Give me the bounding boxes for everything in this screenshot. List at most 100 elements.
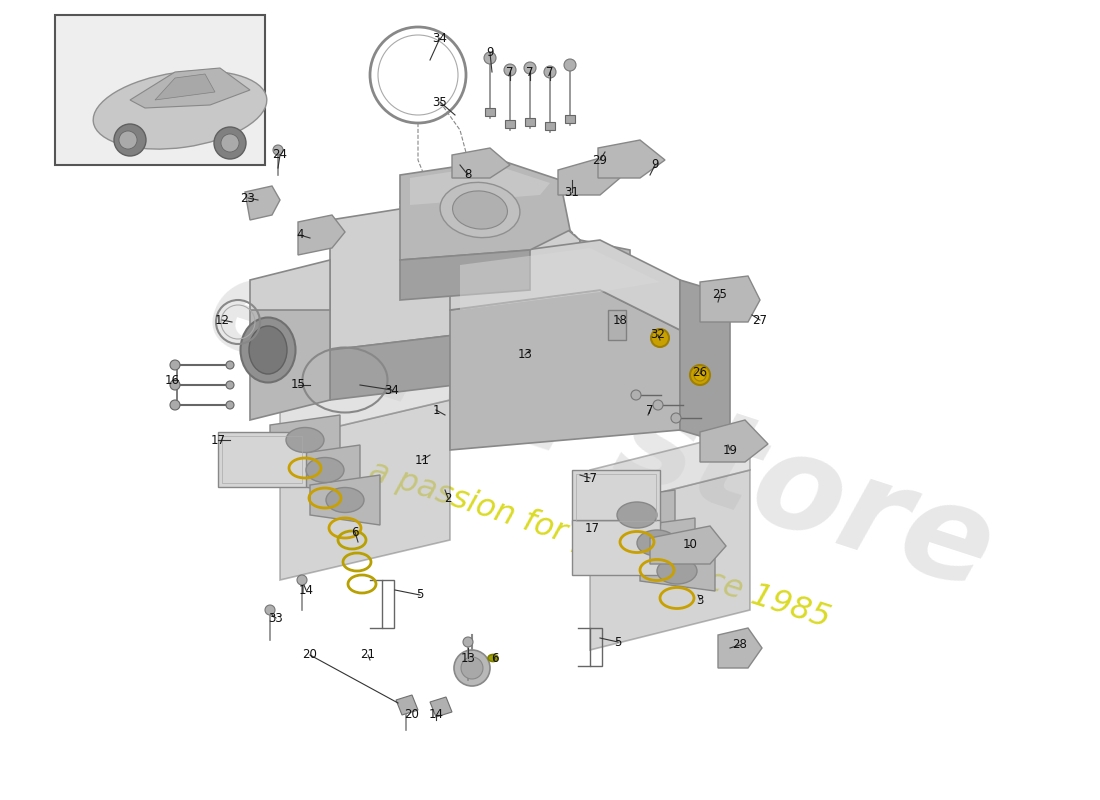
Ellipse shape (306, 458, 344, 482)
Text: 7: 7 (526, 66, 534, 78)
Ellipse shape (637, 530, 676, 556)
Ellipse shape (440, 182, 520, 238)
Ellipse shape (452, 191, 507, 229)
Bar (55, 15, 265, 165)
Circle shape (170, 400, 180, 410)
Text: 8: 8 (464, 169, 472, 182)
Circle shape (690, 365, 710, 385)
Circle shape (564, 59, 576, 71)
Circle shape (226, 361, 234, 369)
Text: 7: 7 (547, 66, 553, 78)
Text: 18: 18 (613, 314, 627, 326)
Polygon shape (718, 628, 762, 668)
Text: 3: 3 (696, 594, 704, 606)
Polygon shape (245, 186, 280, 220)
Polygon shape (155, 74, 214, 100)
Ellipse shape (657, 558, 697, 584)
Bar (525, 118, 535, 126)
Polygon shape (280, 360, 450, 440)
Polygon shape (330, 190, 580, 350)
Circle shape (671, 413, 681, 423)
Bar (590, 628, 602, 666)
Text: 31: 31 (564, 186, 580, 198)
Text: 7: 7 (647, 403, 653, 417)
Circle shape (484, 52, 496, 64)
Bar (218, 432, 306, 487)
Polygon shape (310, 475, 380, 525)
Circle shape (631, 390, 641, 400)
Ellipse shape (249, 326, 287, 374)
Text: 20: 20 (302, 649, 318, 662)
Text: euroPstore: euroPstore (191, 243, 1009, 617)
Text: 14: 14 (429, 709, 443, 722)
Polygon shape (450, 290, 680, 450)
Polygon shape (600, 490, 675, 535)
Text: 5: 5 (416, 589, 424, 602)
Bar (544, 122, 556, 130)
Circle shape (454, 650, 490, 686)
Circle shape (226, 381, 234, 389)
Text: 14: 14 (298, 583, 314, 597)
Circle shape (651, 329, 669, 347)
Polygon shape (396, 695, 418, 715)
Polygon shape (450, 240, 680, 330)
Bar (572, 520, 660, 575)
Bar (222, 436, 302, 483)
Text: 35: 35 (432, 95, 448, 109)
Text: 1: 1 (432, 403, 440, 417)
Text: 34: 34 (385, 383, 399, 397)
Text: 29: 29 (593, 154, 607, 166)
Polygon shape (250, 290, 330, 420)
Text: 17: 17 (584, 522, 600, 534)
Text: 6: 6 (351, 526, 359, 538)
Ellipse shape (617, 502, 657, 528)
Polygon shape (700, 276, 760, 322)
Circle shape (214, 127, 246, 159)
Polygon shape (620, 518, 695, 563)
Text: 19: 19 (723, 443, 737, 457)
Text: 4: 4 (296, 229, 304, 242)
Text: 5: 5 (614, 635, 622, 649)
Polygon shape (700, 420, 768, 462)
Text: 17: 17 (210, 434, 225, 446)
Text: 26: 26 (693, 366, 707, 379)
Bar (505, 120, 515, 128)
Polygon shape (460, 248, 660, 310)
Circle shape (119, 131, 138, 149)
Circle shape (114, 124, 146, 156)
Polygon shape (250, 260, 330, 310)
Polygon shape (330, 320, 580, 400)
Text: 32: 32 (650, 329, 666, 342)
Circle shape (463, 637, 473, 647)
Bar (608, 310, 626, 340)
Polygon shape (598, 140, 666, 178)
Text: 12: 12 (214, 314, 230, 326)
Ellipse shape (326, 487, 364, 513)
Text: 23: 23 (241, 191, 255, 205)
Polygon shape (430, 697, 452, 717)
Text: 34: 34 (432, 31, 448, 45)
Ellipse shape (488, 654, 498, 662)
Polygon shape (650, 526, 726, 564)
Text: 2: 2 (444, 491, 452, 505)
Text: 13: 13 (518, 349, 532, 362)
Text: 6: 6 (492, 651, 498, 665)
Bar (565, 115, 575, 123)
Text: 27: 27 (752, 314, 768, 326)
Bar (485, 108, 495, 116)
Text: 15: 15 (290, 378, 306, 391)
Text: 21: 21 (361, 649, 375, 662)
Circle shape (524, 62, 536, 74)
Text: 28: 28 (733, 638, 747, 651)
Polygon shape (410, 165, 550, 205)
Text: 7: 7 (506, 66, 514, 78)
Circle shape (226, 401, 234, 409)
Text: 25: 25 (713, 289, 727, 302)
Circle shape (265, 605, 275, 615)
Text: 10: 10 (683, 538, 697, 551)
Polygon shape (580, 240, 630, 370)
Text: 9: 9 (651, 158, 659, 171)
Polygon shape (280, 400, 450, 580)
Bar (576, 474, 656, 521)
Ellipse shape (286, 427, 324, 453)
